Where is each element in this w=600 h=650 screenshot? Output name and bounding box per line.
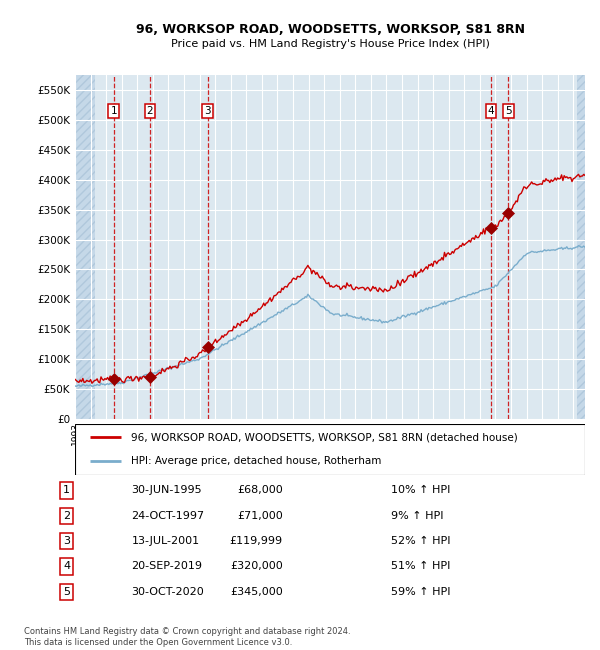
Text: 9% ↑ HPI: 9% ↑ HPI bbox=[391, 511, 443, 521]
FancyBboxPatch shape bbox=[75, 424, 585, 474]
Text: 30-OCT-2020: 30-OCT-2020 bbox=[131, 587, 204, 597]
Text: £68,000: £68,000 bbox=[237, 486, 283, 495]
Bar bbox=[577, 75, 585, 419]
Text: 30-JUN-1995: 30-JUN-1995 bbox=[131, 486, 202, 495]
Text: £71,000: £71,000 bbox=[237, 511, 283, 521]
Text: 5: 5 bbox=[505, 106, 512, 116]
Text: HPI: Average price, detached house, Rotherham: HPI: Average price, detached house, Roth… bbox=[131, 456, 382, 466]
Text: 24-OCT-1997: 24-OCT-1997 bbox=[131, 511, 205, 521]
Text: 10% ↑ HPI: 10% ↑ HPI bbox=[391, 486, 450, 495]
Text: 2: 2 bbox=[146, 106, 153, 116]
Text: 52% ↑ HPI: 52% ↑ HPI bbox=[391, 536, 450, 546]
Text: 3: 3 bbox=[205, 106, 211, 116]
Text: 1: 1 bbox=[110, 106, 117, 116]
Text: £320,000: £320,000 bbox=[230, 562, 283, 571]
Text: 96, WORKSOP ROAD, WOODSETTS, WORKSOP, S81 8RN: 96, WORKSOP ROAD, WOODSETTS, WORKSOP, S8… bbox=[136, 23, 524, 36]
Text: £119,999: £119,999 bbox=[229, 536, 283, 546]
Text: 1: 1 bbox=[63, 486, 70, 495]
Text: 20-SEP-2019: 20-SEP-2019 bbox=[131, 562, 202, 571]
Text: Contains HM Land Registry data © Crown copyright and database right 2024.
This d: Contains HM Land Registry data © Crown c… bbox=[24, 627, 350, 647]
Text: Price paid vs. HM Land Registry's House Price Index (HPI): Price paid vs. HM Land Registry's House … bbox=[170, 39, 490, 49]
Text: 13-JUL-2001: 13-JUL-2001 bbox=[131, 536, 200, 546]
Text: 3: 3 bbox=[63, 536, 70, 546]
Text: 5: 5 bbox=[63, 587, 70, 597]
Text: 2: 2 bbox=[63, 511, 70, 521]
Text: 4: 4 bbox=[63, 562, 70, 571]
Bar bbox=[75, 75, 95, 419]
Text: £345,000: £345,000 bbox=[230, 587, 283, 597]
Text: 51% ↑ HPI: 51% ↑ HPI bbox=[391, 562, 450, 571]
Text: 96, WORKSOP ROAD, WOODSETTS, WORKSOP, S81 8RN (detached house): 96, WORKSOP ROAD, WOODSETTS, WORKSOP, S8… bbox=[131, 432, 518, 443]
Text: 4: 4 bbox=[488, 106, 494, 116]
Text: 59% ↑ HPI: 59% ↑ HPI bbox=[391, 587, 450, 597]
